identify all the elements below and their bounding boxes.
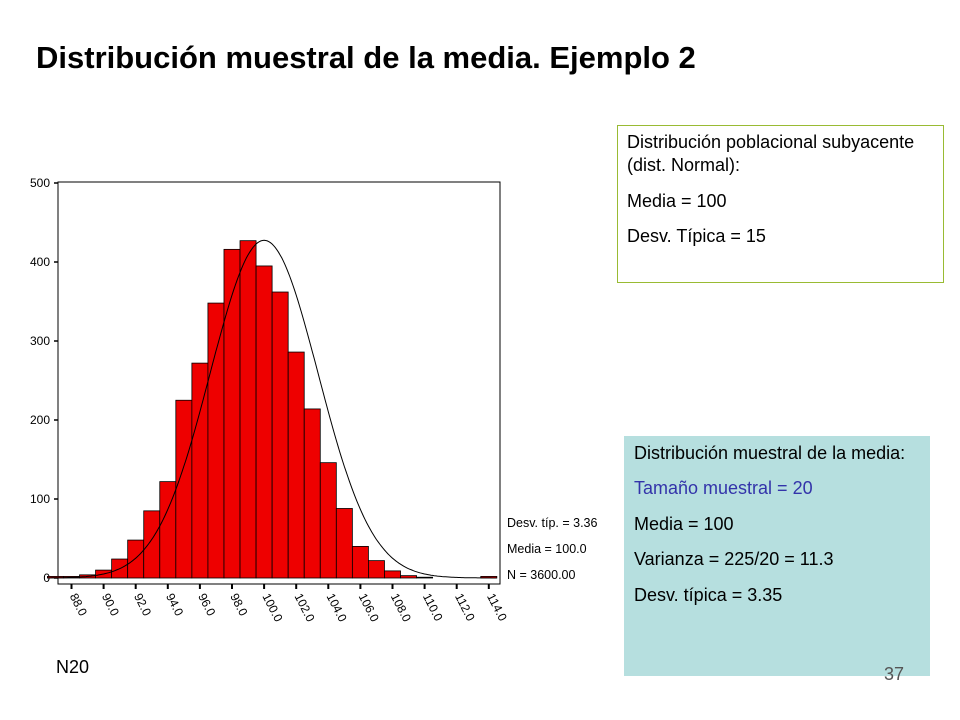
sampling-variance: Varianza = 225/20 = 11.3 bbox=[634, 549, 834, 570]
population-mean: Media = 100 bbox=[627, 190, 727, 211]
sampling-info-box: Distribución muestral de la media: Tamañ… bbox=[624, 436, 930, 676]
sampling-sd: Desv. típica = 3.35 bbox=[634, 584, 783, 605]
population-info-box: Distribución poblacional subyacente (dis… bbox=[617, 125, 944, 283]
histogram-bar bbox=[335, 508, 353, 579]
histogram-bar bbox=[384, 570, 401, 579]
y-tick-label: 500 bbox=[30, 176, 50, 190]
bars-group bbox=[47, 240, 498, 579]
histogram-chart: 0 100 200 300 400 500 88.0 90.0 92.0 94.0 96.0 98.… bbox=[30, 176, 598, 624]
histogram-bar bbox=[143, 510, 161, 579]
histogram-bar bbox=[127, 539, 145, 579]
stat-sd-label: Desv. típ. = 3.36 bbox=[507, 516, 597, 530]
plot-frame bbox=[57, 181, 501, 585]
sample-size: Tamaño muestral = 20 bbox=[634, 478, 813, 499]
histogram-bar bbox=[255, 265, 273, 579]
stat-n-label: N = 3600.00 bbox=[507, 568, 576, 582]
x-tick-label: 96.0 bbox=[195, 591, 218, 618]
population-sd: Desv. Típica = 15 bbox=[627, 226, 766, 247]
histogram-bar bbox=[416, 576, 434, 579]
x-tick-label: 108.0 bbox=[388, 591, 414, 624]
x-tick-label: 88.0 bbox=[67, 591, 90, 618]
y-tick-label: 400 bbox=[30, 255, 50, 269]
x-tick-label: 106.0 bbox=[356, 591, 382, 624]
y-tick-label: 200 bbox=[30, 413, 50, 427]
histogram-bar bbox=[271, 291, 289, 579]
x-tick-label: 110.0 bbox=[420, 591, 446, 624]
stat-mean-label: Media = 100.0 bbox=[507, 542, 587, 556]
footer-label: N20 bbox=[56, 657, 90, 677]
histogram-bar bbox=[207, 302, 225, 579]
x-axis: 88.0 90.0 92.0 94.0 96.0 98.0 100.0 102.0 104.0 1… bbox=[67, 584, 510, 624]
x-tick-label: 112.0 bbox=[452, 591, 478, 624]
histogram-bar bbox=[319, 462, 337, 579]
page-number: 37 bbox=[884, 664, 905, 684]
x-tick-label: 94.0 bbox=[163, 591, 186, 618]
histogram-bar bbox=[351, 545, 369, 579]
x-tick-label: 98.0 bbox=[227, 591, 250, 618]
x-tick-label: 90.0 bbox=[99, 591, 122, 618]
x-tick-label: 92.0 bbox=[131, 591, 154, 618]
histogram-bar bbox=[287, 351, 305, 579]
histogram-bar bbox=[223, 248, 241, 579]
histogram-bar bbox=[239, 240, 257, 579]
y-tick-label: 0 bbox=[43, 571, 50, 585]
y-axis: 0 100 200 300 400 500 bbox=[30, 176, 58, 585]
histogram-bar bbox=[175, 399, 193, 579]
sampling-mean: Media = 100 bbox=[634, 513, 734, 534]
population-heading: Distribución poblacional subyacente (dis… bbox=[627, 132, 915, 176]
x-tick-label: 114.0 bbox=[484, 591, 510, 624]
x-tick-label: 102.0 bbox=[292, 591, 318, 624]
histogram-bar bbox=[400, 575, 417, 579]
y-tick-label: 300 bbox=[30, 334, 50, 348]
x-tick-label: 100.0 bbox=[259, 591, 285, 624]
histogram-bar bbox=[303, 408, 321, 579]
histogram-bar bbox=[368, 560, 385, 579]
slide-title: Distribución muestral de la media. Ejemp… bbox=[36, 40, 696, 75]
x-tick-label: 104.0 bbox=[324, 591, 350, 624]
normal-curve bbox=[47, 239, 497, 579]
y-tick-label: 100 bbox=[30, 492, 50, 506]
histogram-bar bbox=[191, 362, 209, 579]
sampling-heading: Distribución muestral de la media: bbox=[634, 443, 906, 463]
